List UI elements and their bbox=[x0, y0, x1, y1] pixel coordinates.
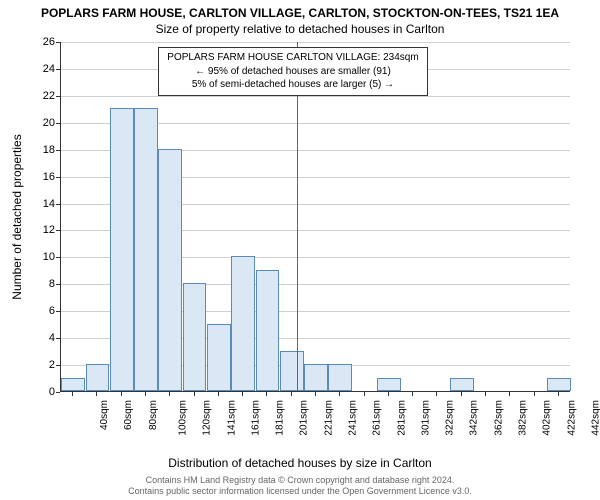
histogram-bar bbox=[256, 270, 280, 391]
x-tick-label: 100sqm bbox=[178, 400, 189, 436]
x-tick-label: 382sqm bbox=[518, 400, 529, 436]
x-tick-label: 342sqm bbox=[469, 400, 480, 436]
x-tick bbox=[364, 392, 365, 396]
x-tick bbox=[461, 392, 462, 396]
x-tick bbox=[315, 392, 316, 396]
x-tick bbox=[194, 392, 195, 396]
y-tick bbox=[56, 69, 60, 70]
histogram-bar bbox=[61, 378, 85, 391]
x-tick-label: 80sqm bbox=[148, 400, 159, 430]
y-tick-label: 20 bbox=[25, 117, 55, 129]
chart-title-sub: Size of property relative to detached ho… bbox=[0, 20, 600, 36]
x-tick bbox=[145, 392, 146, 396]
histogram-bar bbox=[328, 364, 352, 391]
x-tick-label: 40sqm bbox=[99, 400, 110, 430]
chart-container: POPLARS FARM HOUSE, CARLTON VILLAGE, CAR… bbox=[0, 0, 600, 500]
y-tick bbox=[56, 284, 60, 285]
histogram-bar bbox=[183, 283, 207, 391]
y-tick bbox=[56, 177, 60, 178]
x-tick-label: 141sqm bbox=[226, 400, 237, 436]
histogram-bar bbox=[86, 364, 110, 391]
gridline bbox=[61, 96, 570, 97]
y-tick-label: 0 bbox=[25, 386, 55, 398]
x-tick-label: 60sqm bbox=[123, 400, 134, 430]
x-tick-label: 442sqm bbox=[590, 400, 600, 436]
y-tick-label: 14 bbox=[25, 198, 55, 210]
x-tick-label: 120sqm bbox=[202, 400, 213, 436]
x-tick-label: 201sqm bbox=[299, 400, 310, 436]
y-tick-label: 12 bbox=[25, 224, 55, 236]
histogram-bar bbox=[547, 378, 571, 391]
y-tick bbox=[56, 230, 60, 231]
y-tick bbox=[56, 96, 60, 97]
y-tick bbox=[56, 123, 60, 124]
x-tick bbox=[509, 392, 510, 396]
x-tick-label: 181sqm bbox=[275, 400, 286, 436]
histogram-bar bbox=[377, 378, 401, 391]
annotation-line3: 5% of semi-detached houses are larger (5… bbox=[165, 78, 421, 92]
x-tick bbox=[218, 392, 219, 396]
x-tick-label: 281sqm bbox=[396, 400, 407, 436]
x-tick bbox=[558, 392, 559, 396]
x-tick-label: 402sqm bbox=[542, 400, 553, 436]
x-axis-label: Distribution of detached houses by size … bbox=[0, 456, 600, 470]
x-tick-label: 261sqm bbox=[372, 400, 383, 436]
x-tick-label: 422sqm bbox=[566, 400, 577, 436]
histogram-bar bbox=[231, 256, 255, 391]
x-tick-label: 241sqm bbox=[348, 400, 359, 436]
x-tick-label: 301sqm bbox=[420, 400, 431, 436]
x-tick-label: 362sqm bbox=[493, 400, 504, 436]
y-tick-label: 18 bbox=[25, 144, 55, 156]
y-tick bbox=[56, 392, 60, 393]
x-tick bbox=[534, 392, 535, 396]
x-tick bbox=[96, 392, 97, 396]
y-tick-label: 26 bbox=[25, 36, 55, 48]
x-tick bbox=[412, 392, 413, 396]
histogram-bar bbox=[207, 324, 231, 391]
histogram-bar bbox=[134, 108, 158, 391]
x-tick bbox=[291, 392, 292, 396]
x-tick bbox=[388, 392, 389, 396]
footer-line1: Contains HM Land Registry data © Crown c… bbox=[0, 475, 600, 487]
histogram-bar bbox=[158, 149, 182, 391]
x-tick bbox=[339, 392, 340, 396]
y-tick-label: 10 bbox=[25, 251, 55, 263]
y-axis-label: Number of detached properties bbox=[10, 134, 24, 299]
annotation-line1: POPLARS FARM HOUSE CARLTON VILLAGE: 234s… bbox=[165, 51, 421, 65]
footer: Contains HM Land Registry data © Crown c… bbox=[0, 475, 600, 498]
footer-line2: Contains public sector information licen… bbox=[0, 486, 600, 498]
x-tick bbox=[169, 392, 170, 396]
gridline bbox=[61, 42, 570, 43]
y-tick bbox=[56, 42, 60, 43]
histogram-bar bbox=[110, 108, 134, 391]
y-tick-label: 6 bbox=[25, 305, 55, 317]
y-tick-label: 4 bbox=[25, 332, 55, 344]
y-tick-label: 8 bbox=[25, 278, 55, 290]
histogram-bar bbox=[280, 351, 304, 391]
y-tick bbox=[56, 338, 60, 339]
x-tick bbox=[121, 392, 122, 396]
y-tick bbox=[56, 150, 60, 151]
y-tick-label: 2 bbox=[25, 359, 55, 371]
x-tick bbox=[266, 392, 267, 396]
chart-title-main: POPLARS FARM HOUSE, CARLTON VILLAGE, CAR… bbox=[0, 0, 600, 20]
y-tick bbox=[56, 365, 60, 366]
y-tick-label: 24 bbox=[25, 63, 55, 75]
annotation-box: POPLARS FARM HOUSE CARLTON VILLAGE: 234s… bbox=[158, 47, 428, 96]
y-tick bbox=[56, 311, 60, 312]
y-tick bbox=[56, 204, 60, 205]
x-tick-label: 161sqm bbox=[250, 400, 261, 436]
x-tick bbox=[242, 392, 243, 396]
histogram-bar bbox=[304, 364, 328, 391]
x-tick-label: 322sqm bbox=[445, 400, 456, 436]
x-tick bbox=[485, 392, 486, 396]
x-tick bbox=[72, 392, 73, 396]
x-tick-label: 221sqm bbox=[323, 400, 334, 436]
y-tick bbox=[56, 257, 60, 258]
histogram-bar bbox=[450, 378, 474, 391]
y-tick-label: 22 bbox=[25, 90, 55, 102]
y-tick-label: 16 bbox=[25, 171, 55, 183]
x-tick bbox=[436, 392, 437, 396]
annotation-line2: ← 95% of detached houses are smaller (91… bbox=[165, 65, 421, 79]
